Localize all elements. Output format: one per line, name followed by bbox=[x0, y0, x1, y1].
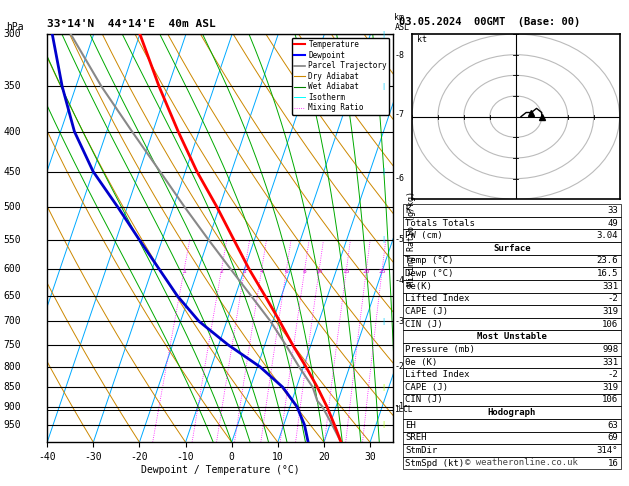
Text: CIN (J): CIN (J) bbox=[405, 320, 443, 329]
Text: -2: -2 bbox=[394, 362, 404, 371]
Text: 550: 550 bbox=[4, 235, 21, 244]
Text: -4: -4 bbox=[394, 276, 404, 285]
Text: 319: 319 bbox=[602, 307, 618, 316]
Text: SREH: SREH bbox=[405, 434, 426, 442]
Text: 10: 10 bbox=[316, 269, 323, 274]
Text: 03.05.2024  00GMT  (Base: 00): 03.05.2024 00GMT (Base: 00) bbox=[399, 17, 581, 27]
Text: -3: -3 bbox=[394, 317, 404, 326]
Text: |: | bbox=[382, 168, 386, 175]
Text: 400: 400 bbox=[4, 126, 21, 137]
Text: θe(K): θe(K) bbox=[405, 282, 432, 291]
Text: CAPE (J): CAPE (J) bbox=[405, 307, 448, 316]
Text: 331: 331 bbox=[602, 282, 618, 291]
Text: |: | bbox=[382, 83, 386, 90]
Text: 750: 750 bbox=[4, 340, 21, 350]
Text: 998: 998 bbox=[602, 345, 618, 354]
Text: CIN (J): CIN (J) bbox=[405, 396, 443, 404]
Text: Surface: Surface bbox=[493, 244, 530, 253]
Text: 500: 500 bbox=[4, 202, 21, 212]
X-axis label: Dewpoint / Temperature (°C): Dewpoint / Temperature (°C) bbox=[141, 465, 299, 475]
Text: Temp (°C): Temp (°C) bbox=[405, 257, 454, 265]
Text: StmDir: StmDir bbox=[405, 446, 437, 455]
Text: -5: -5 bbox=[394, 235, 404, 244]
Text: EH: EH bbox=[405, 421, 416, 430]
Text: 600: 600 bbox=[4, 264, 21, 274]
Text: © weatheronline.co.uk: © weatheronline.co.uk bbox=[465, 457, 577, 467]
Text: 350: 350 bbox=[4, 81, 21, 91]
Text: 6: 6 bbox=[285, 269, 289, 274]
Text: -2: -2 bbox=[608, 370, 618, 379]
Text: -6: -6 bbox=[394, 174, 404, 183]
Text: |: | bbox=[382, 318, 386, 325]
Text: Pressure (mb): Pressure (mb) bbox=[405, 345, 475, 354]
Text: km
ASL: km ASL bbox=[394, 13, 409, 32]
Text: 900: 900 bbox=[4, 401, 21, 412]
Text: Dewp (°C): Dewp (°C) bbox=[405, 269, 454, 278]
Text: 1: 1 bbox=[182, 269, 186, 274]
Legend: Temperature, Dewpoint, Parcel Trajectory, Dry Adiabat, Wet Adiabat, Isotherm, Mi: Temperature, Dewpoint, Parcel Trajectory… bbox=[292, 38, 389, 115]
Text: 800: 800 bbox=[4, 362, 21, 372]
Text: -7: -7 bbox=[394, 110, 404, 119]
Text: 3: 3 bbox=[243, 269, 247, 274]
Text: 3.04: 3.04 bbox=[597, 231, 618, 240]
Text: 106: 106 bbox=[602, 396, 618, 404]
Text: 69: 69 bbox=[608, 434, 618, 442]
Text: 33: 33 bbox=[608, 206, 618, 215]
Text: 650: 650 bbox=[4, 291, 21, 301]
Text: 63: 63 bbox=[608, 421, 618, 430]
Text: kt: kt bbox=[417, 35, 427, 44]
Text: StmSpd (kt): StmSpd (kt) bbox=[405, 459, 464, 468]
Text: 16.5: 16.5 bbox=[597, 269, 618, 278]
Text: 700: 700 bbox=[4, 316, 21, 326]
Text: 16: 16 bbox=[608, 459, 618, 468]
Text: 15: 15 bbox=[343, 269, 350, 274]
Text: Lifted Index: Lifted Index bbox=[405, 370, 470, 379]
Text: Totals Totals: Totals Totals bbox=[405, 219, 475, 227]
Text: θe (K): θe (K) bbox=[405, 358, 437, 366]
Text: 2: 2 bbox=[220, 269, 223, 274]
Text: 850: 850 bbox=[4, 382, 21, 392]
Text: 450: 450 bbox=[4, 167, 21, 176]
Text: 331: 331 bbox=[602, 358, 618, 366]
Text: K: K bbox=[405, 206, 411, 215]
Text: 4: 4 bbox=[260, 269, 264, 274]
Text: Most Unstable: Most Unstable bbox=[477, 332, 547, 341]
Text: Lifted Index: Lifted Index bbox=[405, 295, 470, 303]
Text: PW (cm): PW (cm) bbox=[405, 231, 443, 240]
Text: |: | bbox=[382, 383, 386, 391]
Text: 49: 49 bbox=[608, 219, 618, 227]
Text: 33°14'N  44°14'E  40m ASL: 33°14'N 44°14'E 40m ASL bbox=[47, 19, 216, 29]
Text: -2: -2 bbox=[608, 295, 618, 303]
Text: 23.6: 23.6 bbox=[597, 257, 618, 265]
Text: Hodograph: Hodograph bbox=[487, 408, 536, 417]
Text: -8: -8 bbox=[394, 52, 404, 60]
Text: |: | bbox=[382, 421, 386, 428]
Text: 300: 300 bbox=[4, 29, 21, 39]
Text: |: | bbox=[382, 31, 386, 37]
Text: |: | bbox=[382, 236, 386, 243]
Text: CAPE (J): CAPE (J) bbox=[405, 383, 448, 392]
Text: Mixing Ratio (g/kg): Mixing Ratio (g/kg) bbox=[407, 191, 416, 286]
Text: 25: 25 bbox=[379, 269, 386, 274]
Text: 20: 20 bbox=[363, 269, 370, 274]
Text: hPa: hPa bbox=[6, 21, 24, 32]
Text: 106: 106 bbox=[602, 320, 618, 329]
Text: 950: 950 bbox=[4, 420, 21, 430]
Text: 319: 319 bbox=[602, 383, 618, 392]
Text: 8: 8 bbox=[303, 269, 307, 274]
Text: 1LCL: 1LCL bbox=[394, 405, 413, 414]
Text: 314°: 314° bbox=[597, 446, 618, 455]
Text: -1: -1 bbox=[394, 402, 404, 411]
